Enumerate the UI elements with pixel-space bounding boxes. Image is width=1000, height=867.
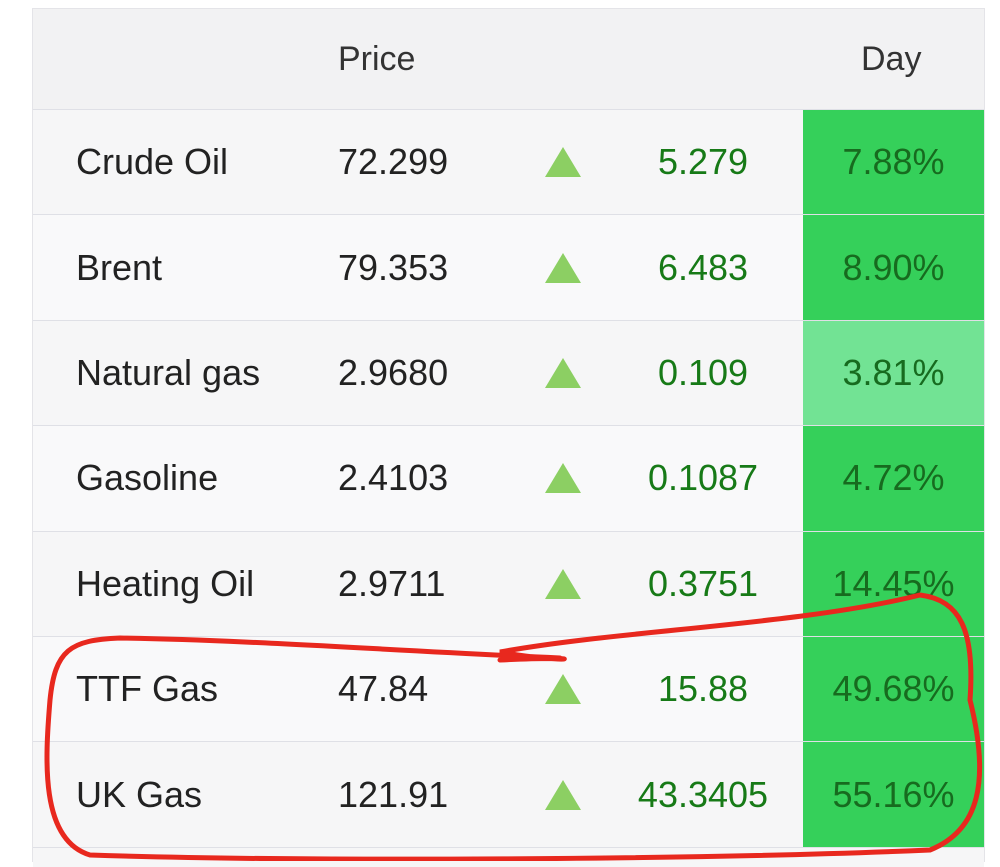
day-change: 3.81% (803, 320, 984, 426)
triangle (545, 147, 581, 178)
up-arrow (544, 215, 582, 319)
table-row: UK Gas 121.91 43.3405 55.16% (33, 741, 984, 847)
price: 79.353 (338, 246, 449, 288)
change: 0.1087 (647, 457, 759, 499)
day-change: 4.72% (803, 426, 984, 531)
change: 6.483 (657, 246, 749, 288)
triangle (545, 779, 581, 810)
table-row: Brent 79.353 6.483 8.90% (33, 214, 984, 320)
commodity-name: UK Gas (76, 773, 203, 815)
change: 5.279 (657, 141, 749, 183)
day-change: 14.45% (803, 531, 984, 636)
commodity-name: TTF Gas (76, 668, 218, 710)
up-arrow (544, 532, 582, 636)
day-change: 49.68% (803, 637, 984, 742)
up-arrow (544, 426, 582, 530)
change: 0.109 (657, 351, 749, 393)
commodity-name: Gasoline (76, 457, 219, 499)
table-row: TTF Gas 47.84 15.88 49.68% (33, 636, 984, 742)
price: 47.84 (338, 668, 429, 710)
table-row: Natural gas 2.9680 0.109 3.81% (33, 319, 984, 426)
up-arrow (544, 742, 582, 846)
header-price: Price (338, 39, 416, 78)
change: 0.3751 (647, 562, 759, 604)
table-row (33, 846, 984, 867)
price: 2.9711 (338, 562, 446, 604)
change: 43.3405 (637, 773, 769, 815)
triangle (545, 252, 581, 283)
commodity-name: Brent (76, 246, 163, 288)
header-row: Price Day (33, 9, 984, 109)
day-change: 7.88% (803, 110, 984, 215)
price-table: Price Day Crude Oil 72.299 5.279 7.88% Brent… (32, 8, 985, 867)
price: 2.4103 (338, 457, 449, 499)
table-row: Gasoline 2.4103 0.1087 4.72% (33, 425, 984, 531)
table-row: Heating Oil 2.9711 0.3751 14.45% (33, 530, 984, 636)
up-arrow (544, 321, 582, 425)
price: 2.9680 (338, 351, 449, 393)
day-change: 55.16% (803, 742, 984, 847)
triangle (545, 674, 581, 705)
change: 15.88 (657, 668, 749, 710)
up-arrow (544, 637, 582, 741)
day-change: 8.90% (803, 215, 984, 320)
header-day: Day (861, 39, 922, 78)
triangle (545, 463, 581, 494)
commodity-name: Crude Oil (76, 141, 229, 183)
price: 72.299 (338, 141, 449, 183)
price: 121.91 (338, 773, 449, 815)
triangle (545, 568, 581, 599)
commodity-name: Heating Oil (76, 562, 255, 604)
triangle (545, 357, 581, 388)
up-arrow (544, 110, 582, 214)
table-row: Crude Oil 72.299 5.279 7.88% (33, 109, 984, 215)
commodity-name: Natural gas (76, 351, 261, 393)
